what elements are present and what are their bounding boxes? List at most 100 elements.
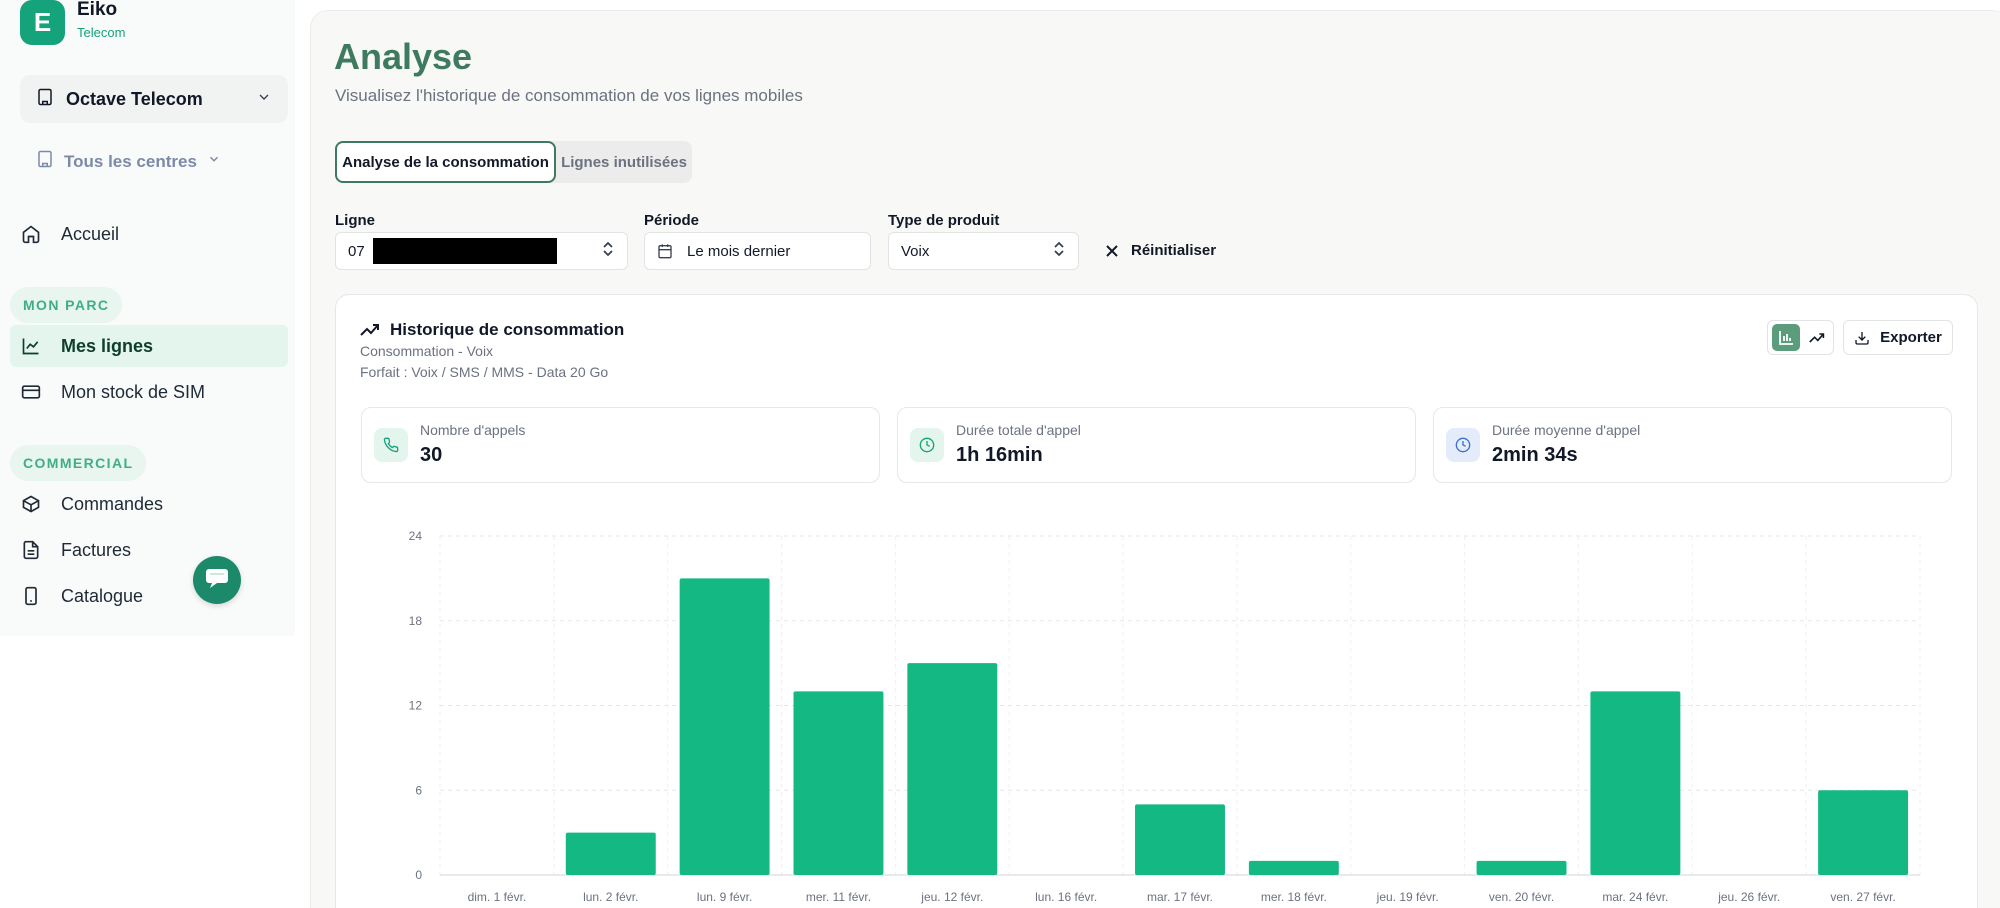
- chevron-up-down-icon: [1052, 241, 1066, 261]
- centres-label: Tous les centres: [64, 151, 197, 171]
- x-tick-label: lun. 2 févr.: [583, 890, 638, 904]
- nav-label: Factures: [61, 539, 132, 560]
- ligne-value: 07: [348, 242, 365, 260]
- tab-analyse-consommation[interactable]: Analyse de la consommation: [335, 141, 556, 183]
- smartphone-icon: [20, 585, 42, 607]
- chart-bar: [1248, 860, 1339, 875]
- bar-chart-toggle[interactable]: [1772, 324, 1800, 351]
- sidebar: E Eiko Telecom Octave Telecom Tous les c…: [0, 0, 300, 908]
- stat-label: Nombre d'appels: [420, 422, 526, 438]
- brand-name: Eiko: [77, 0, 118, 20]
- message-icon: [204, 566, 230, 595]
- nav-item-accueil[interactable]: Accueil: [10, 213, 288, 255]
- trending-up-icon: [360, 323, 380, 337]
- card-subtitle-type: Consommation - Voix: [360, 343, 494, 359]
- card-icon: [20, 381, 42, 403]
- x-tick-label: mar. 17 févr.: [1147, 890, 1213, 904]
- x-tick-label: jeu. 26 févr.: [1717, 890, 1780, 904]
- nav-item-factures[interactable]: Factures: [10, 529, 288, 571]
- stat-card-nombre-appels: Nombre d'appels 30: [361, 407, 880, 483]
- page-title: Analyse: [334, 36, 473, 77]
- periode-value: Le mois dernier: [687, 242, 791, 260]
- chart-bar: [793, 691, 884, 875]
- ligne-label: Ligne: [335, 212, 375, 229]
- nav-item-mes-lignes[interactable]: Mes lignes: [10, 325, 288, 367]
- chart-bar: [1135, 804, 1225, 875]
- stat-label: Durée moyenne d'appel: [1492, 422, 1641, 438]
- chart-bar: [907, 663, 998, 875]
- bar-chart-icon: [1778, 330, 1794, 346]
- section-mon-parc: MON PARC: [10, 287, 123, 323]
- export-button[interactable]: Exporter: [1843, 320, 1953, 355]
- x-tick-label: ven. 27 févr.: [1830, 890, 1895, 904]
- card-title-text: Historique de consommation: [390, 320, 625, 339]
- nav-item-commandes[interactable]: Commandes: [10, 483, 288, 525]
- nav-item-stock-sim[interactable]: Mon stock de SIM: [10, 371, 288, 413]
- chat-button[interactable]: [193, 556, 241, 604]
- type-produit-label: Type de produit: [888, 212, 1000, 229]
- tab-lignes-inutilisees[interactable]: Lignes inutilisées: [561, 153, 687, 171]
- section-commercial: COMMERCIAL: [10, 445, 147, 481]
- x-tick-label: ven. 20 févr.: [1489, 890, 1554, 904]
- type-produit-select[interactable]: Voix: [888, 232, 1079, 270]
- building-icon: [36, 150, 54, 173]
- chart-bar: [1590, 691, 1681, 875]
- line-chart-toggle[interactable]: [1803, 324, 1831, 351]
- x-tick-label: mar. 24 févr.: [1602, 890, 1668, 904]
- chart-bar: [1818, 790, 1909, 875]
- periode-picker[interactable]: Le mois dernier: [644, 232, 871, 270]
- reset-label: Réinitialiser: [1131, 242, 1217, 259]
- ligne-select[interactable]: 07: [335, 232, 628, 270]
- y-tick-label: 24: [409, 529, 423, 543]
- x-tick-label: jeu. 12 févr.: [920, 890, 983, 904]
- chevron-up-down-icon: [601, 241, 615, 261]
- periode-label: Période: [644, 212, 700, 229]
- y-tick-label: 6: [415, 783, 422, 797]
- download-icon: [1854, 330, 1870, 346]
- stat-label: Durée totale d'appel: [956, 422, 1081, 438]
- organization-select[interactable]: Octave Telecom: [20, 75, 288, 123]
- brand[interactable]: E Eiko Telecom: [20, 0, 125, 45]
- chart-bar: [679, 578, 770, 875]
- card-title: Historique de consommation: [360, 320, 624, 340]
- stat-value: 2min 34s: [1492, 444, 1578, 466]
- tab-bar: Analyse de la consommation Lignes inutil…: [335, 141, 692, 183]
- calendar-icon: [657, 243, 673, 259]
- stat-value: 30: [420, 444, 443, 466]
- chart-bar: [565, 832, 656, 875]
- y-tick-label: 0: [415, 868, 422, 882]
- x-tick-label: mer. 11 févr.: [806, 890, 871, 904]
- x-tick-label: lun. 9 févr.: [697, 890, 752, 904]
- home-icon: [20, 223, 42, 245]
- phone-icon: [374, 428, 408, 462]
- package-icon: [20, 493, 42, 515]
- chevron-down-icon: [256, 89, 272, 110]
- nav-label: Accueil: [61, 223, 120, 244]
- trending-up-icon: [1809, 332, 1825, 344]
- page-subtitle: Visualisez l'historique de consommation …: [335, 86, 803, 105]
- x-tick-label: dim. 1 févr.: [468, 890, 527, 904]
- y-tick-label: 18: [409, 614, 423, 628]
- type-produit-value: Voix: [901, 242, 930, 260]
- stat-card-duree-totale: Durée totale d'appel 1h 16min: [897, 407, 1416, 483]
- chart-line-icon: [20, 335, 42, 357]
- x-tick-label: jeu. 19 févr.: [1376, 890, 1439, 904]
- y-tick-label: 12: [409, 699, 423, 713]
- nav-label: Commandes: [61, 493, 164, 514]
- nav-item-catalogue[interactable]: Catalogue: [10, 575, 288, 617]
- stat-value: 1h 16min: [956, 444, 1043, 466]
- brand-subtitle: Telecom: [77, 25, 126, 40]
- redacted-number: [372, 238, 557, 264]
- nav-label: Catalogue: [61, 585, 144, 606]
- nav-label: Mon stock de SIM: [61, 381, 206, 402]
- chart-type-toggle: [1767, 320, 1834, 355]
- reset-button[interactable]: Réinitialiser: [1105, 242, 1216, 259]
- x-tick-label: lun. 16 févr.: [1035, 890, 1097, 904]
- centres-select[interactable]: Tous les centres: [36, 150, 221, 173]
- export-label: Exporter: [1880, 329, 1942, 346]
- brand-text: Eiko Telecom: [77, 0, 125, 40]
- consumption-bar-chart: 0 6 12 18 24 dim. 1 févr. lun. 2 févr. lun. 9 f…: [409, 529, 1921, 904]
- clock-icon: [1446, 428, 1480, 462]
- chart-bar: [1476, 860, 1567, 875]
- clock-icon: [910, 428, 944, 462]
